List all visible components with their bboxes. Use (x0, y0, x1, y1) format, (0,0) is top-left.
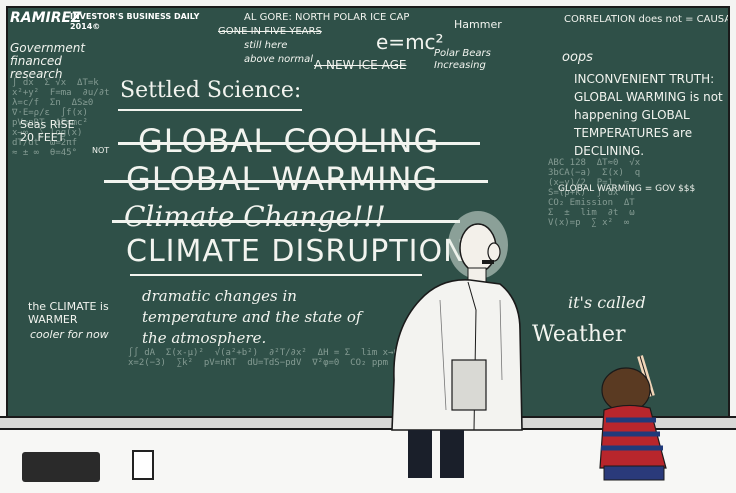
the-climate-note: the CLIMATE is WARMER (28, 300, 109, 326)
climate-disruption-underline (130, 274, 422, 276)
gore-note: AL GORE: NORTH POLAR ICE CAP (244, 12, 410, 23)
its-called-text: it's called (568, 293, 646, 312)
publication-credit: INVESTOR'S BUSINESS DAILY (70, 12, 200, 21)
strike-global-warming (104, 180, 488, 183)
weather-text: Weather (532, 322, 626, 347)
correlation-note: CORRELATION does not = CAUSATION (564, 14, 730, 25)
strike-climate-change (112, 220, 460, 223)
equation-scribbles-left: ∫ dx Σ √x ΔT=k x²+y² F=ma ∂u/∂t λ=c/f Σn… (12, 78, 110, 158)
global-warming-gov-note: GLOBAL WARMING = GOV $$$ (558, 184, 696, 194)
gone-note: GONE IN FIVE YEARS (218, 26, 322, 37)
seas-rise-note: Seas RISE 20 FEET (20, 118, 75, 144)
settled-science-underline (118, 109, 302, 111)
term-climate-change: Climate Change!!! (124, 200, 386, 233)
strike-global-cooling (118, 142, 480, 145)
settled-science-heading: Settled Science: (120, 78, 302, 103)
copyright-year: 2014© (70, 22, 101, 31)
not-note: NOT (92, 146, 110, 155)
cooler-note: cooler for now (30, 328, 109, 341)
above-normal-note: above normal (244, 54, 314, 65)
artist-signature: RAMIREZ (10, 10, 82, 26)
term-global-cooling: GLOBAL COOLING (138, 122, 440, 160)
oops-note: oops (562, 50, 593, 65)
wall-outlet (132, 450, 154, 480)
chalkboard: ∫ dx Σ √x ΔT=k x²+y² F=ma ∂u/∂t λ=c/f Σn… (6, 6, 730, 418)
new-ice-age-note: A NEW ICE AGE (314, 58, 407, 72)
definition-text: dramatic changes in temperature and the … (142, 287, 362, 347)
government-research-note: Government financed research (10, 41, 86, 81)
equation-scribbles-middle: ∫∫ dA Σ(x-μ)² √(a²+b²) ∂²T/∂x² ΔH = Σ li… (128, 348, 443, 368)
trash-bin (22, 452, 100, 482)
still-here-note: still here (244, 40, 288, 51)
polar-bears-note: Polar Bears Increasing (434, 48, 491, 71)
emc-equation: e=mc² (376, 30, 444, 54)
hammer-note: Hammer (454, 18, 502, 31)
term-climate-disruption: CLIMATE DISRUPTION (126, 234, 467, 269)
floor (0, 430, 736, 493)
equation-scribbles-right: ABC 128 ΔT≈0 √x 3bCA(−a) Σ(x) q (x−y)/2 … (548, 158, 641, 228)
chalk-tray (0, 416, 736, 430)
term-global-warming: GLOBAL WARMING (126, 160, 439, 198)
inconvenient-truth-note: INCONVENIENT TRUTH: GLOBAL WARMING is no… (574, 72, 723, 158)
